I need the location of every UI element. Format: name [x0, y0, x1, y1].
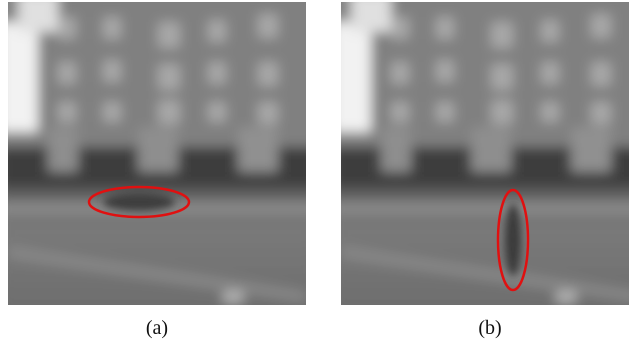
panel-a: (a)	[0, 0, 318, 339]
caption: (a)	[146, 317, 168, 339]
figure: (a) (b)	[0, 0, 629, 348]
object	[505, 204, 521, 276]
image-a	[0, 0, 318, 317]
object	[103, 193, 175, 211]
image-b	[331, 0, 629, 317]
caption: (b)	[478, 317, 501, 339]
page: (a) (b) (() => { const data = JSON.parse…	[0, 0, 629, 348]
panel-b: (b)	[331, 0, 629, 339]
